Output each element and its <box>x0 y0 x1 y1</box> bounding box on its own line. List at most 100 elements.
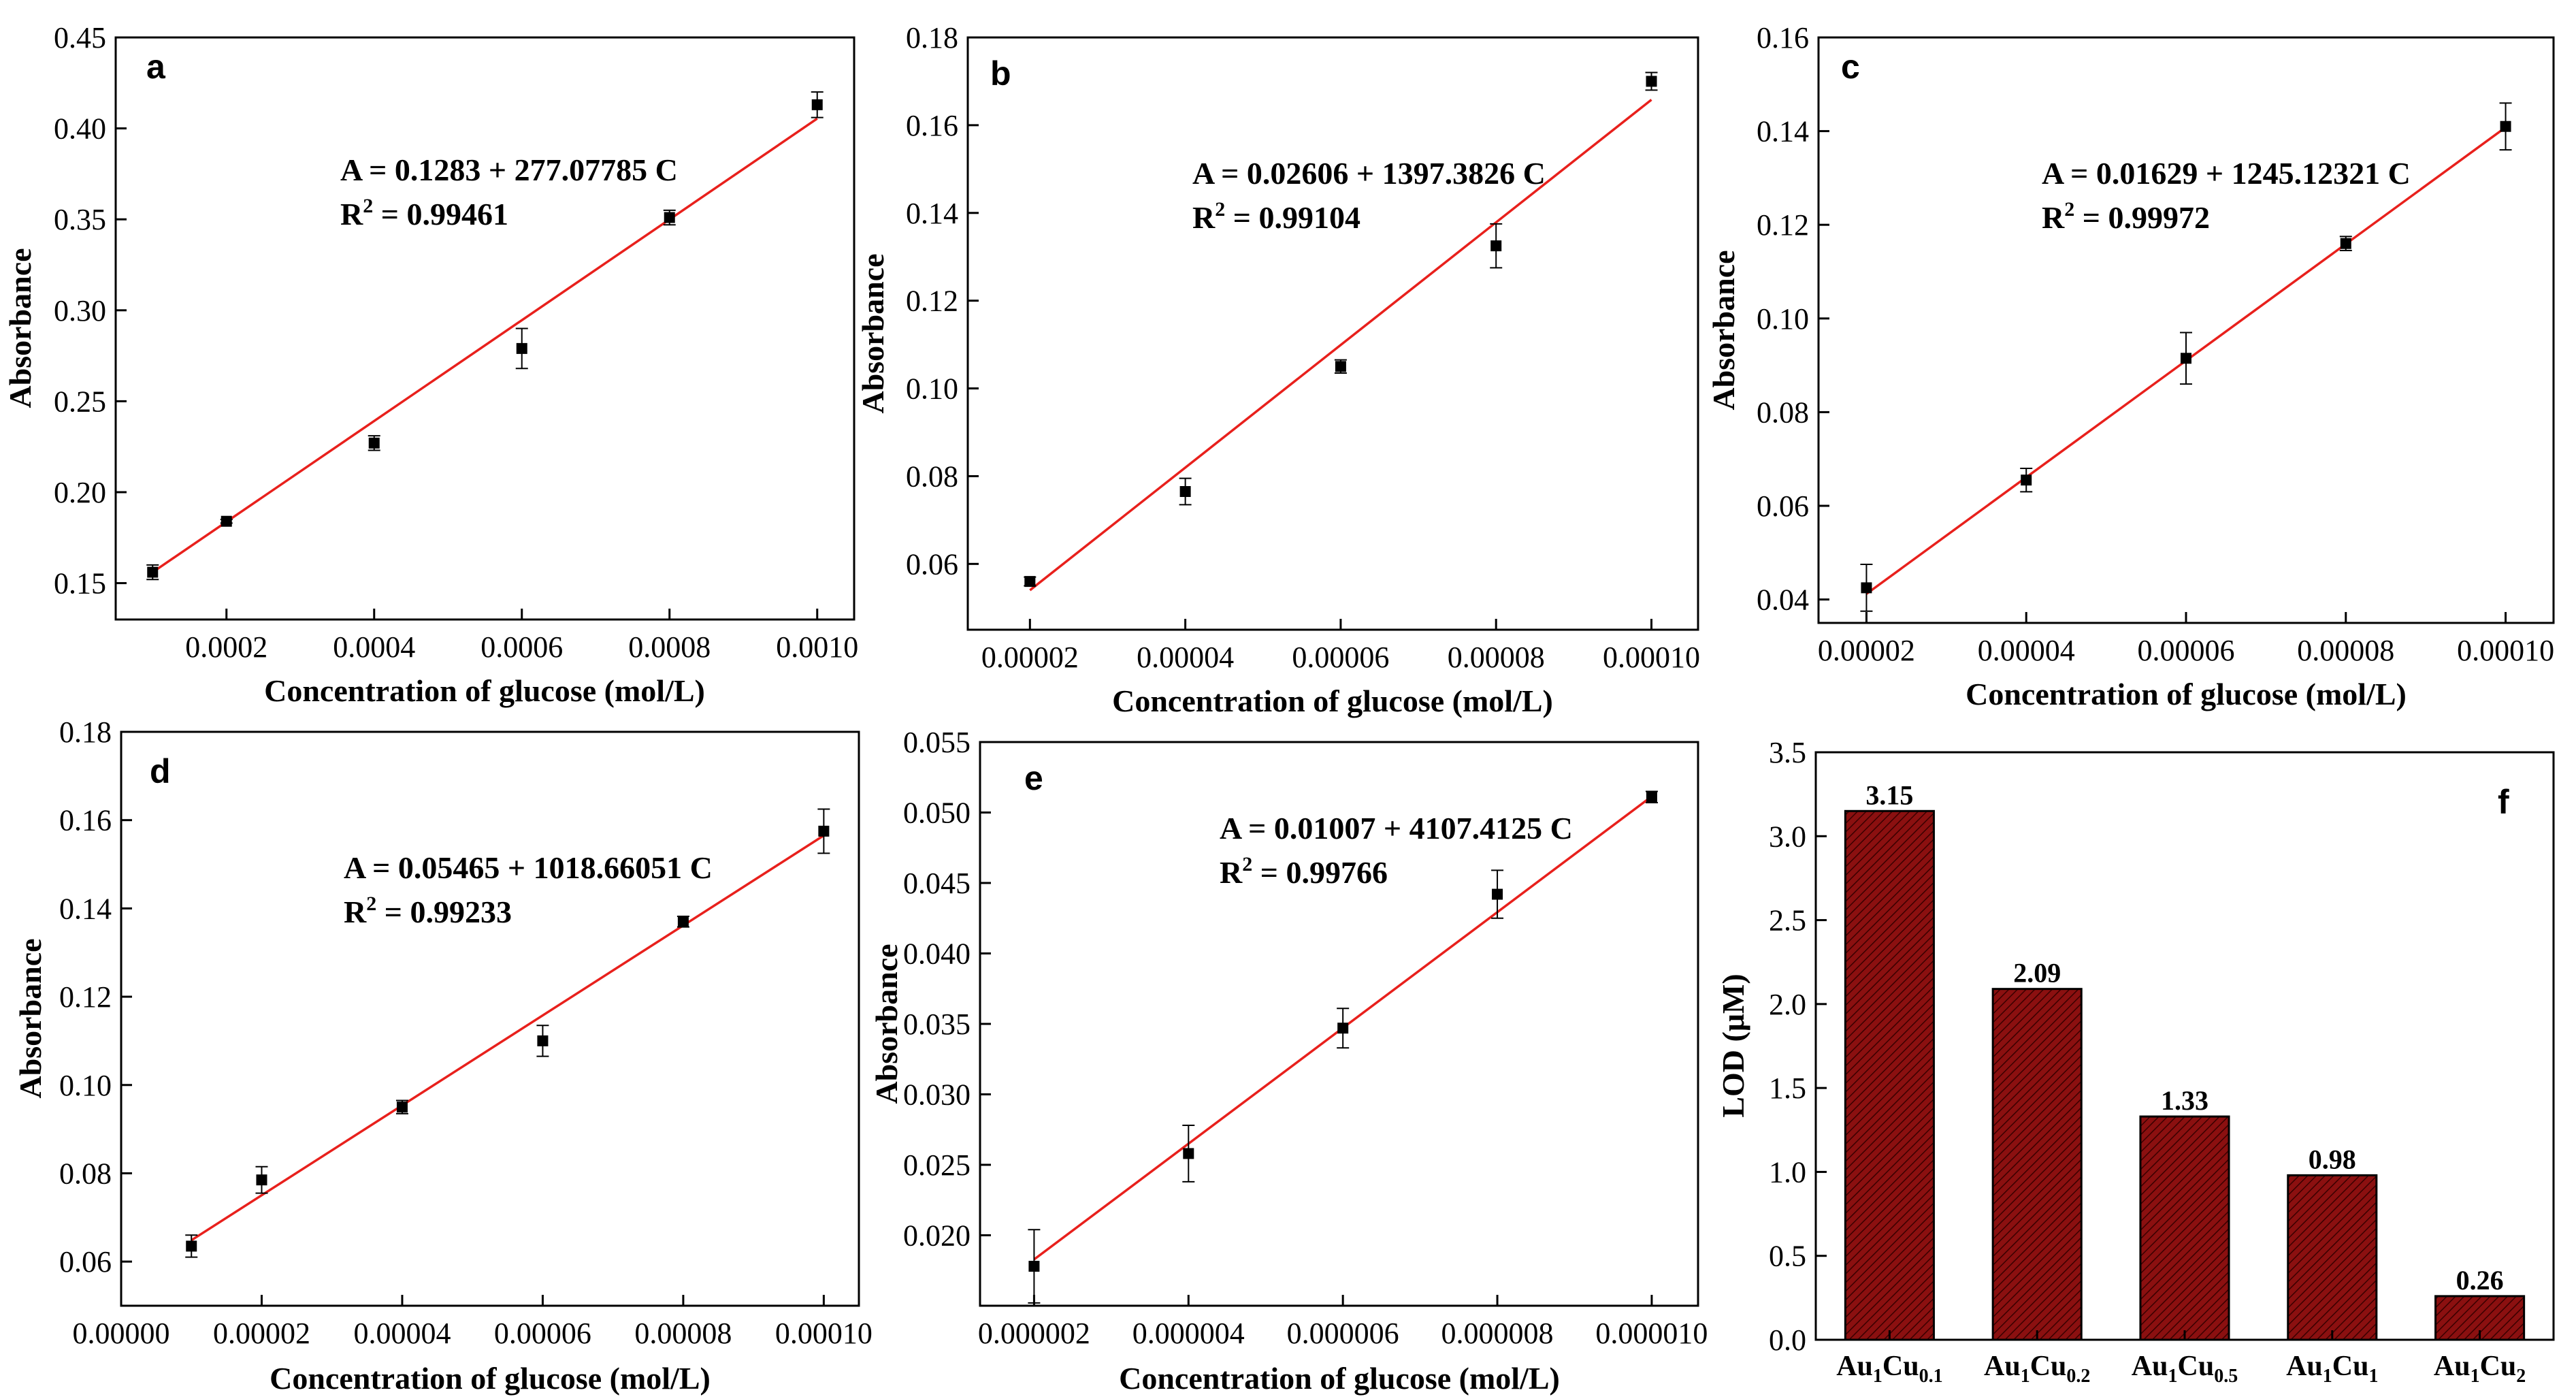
panel-letter: f <box>2498 783 2509 821</box>
cat-sub: 0.2 <box>2066 1366 2090 1387</box>
r2-value: = 0.99972 <box>2074 200 2210 235</box>
data-point <box>396 1101 408 1113</box>
x-category-label: Au1Cu0.5 <box>2132 1351 2238 1387</box>
data-point <box>368 437 380 449</box>
r-squared: R2 = 0.99461 <box>340 195 508 231</box>
x-tick-label: 0.000002 <box>978 1317 1090 1350</box>
panel-d: 0.06 0.08 0.10 0.12 0.14 0.16 0.18 0.00000 0.000… <box>13 715 873 1396</box>
y-tick-label: 0.06 <box>1757 489 1809 523</box>
bar <box>1991 988 2083 1341</box>
y-tick-label: 0.16 <box>59 804 112 837</box>
x-tick-label: 0.00008 <box>634 1317 732 1350</box>
r-squared: R2 = 0.99972 <box>2042 198 2210 235</box>
x-category-label: Au1Cu0.2 <box>1984 1351 2090 1387</box>
x-tick-label: 0.00002 <box>981 641 1079 674</box>
y-tick-label: 1.5 <box>1769 1072 1806 1105</box>
y-tick-label: 0.040 <box>903 937 971 971</box>
x-tick-label: 0.00002 <box>1818 634 1915 667</box>
data-point <box>677 916 689 927</box>
y-tick-label: 0.020 <box>903 1219 971 1253</box>
y-tick-label: 0.15 <box>54 567 106 600</box>
x-tick-label: 0.0008 <box>628 630 711 664</box>
y-axis-title: Absorbance <box>3 248 37 408</box>
r2-prefix: R <box>2042 200 2065 235</box>
panel-letter: a <box>146 48 166 86</box>
cat-sub: 0.1 <box>1919 1366 1943 1387</box>
y-tick-label: 0.14 <box>1757 115 1809 148</box>
cat-base: Au <box>1984 1351 2021 1382</box>
y-title-main: LOD ( <box>1716 1031 1750 1118</box>
cat-mid: Cu <box>2480 1351 2517 1382</box>
panel-a: 0.15 0.20 0.25 0.30 0.35 0.40 0.45 0.0002 0.0004… <box>3 21 858 708</box>
y-tick-label: 0.10 <box>906 372 958 406</box>
x-axis-title: Concentration of glucose (mol/L) <box>1112 684 1553 718</box>
x-category-label: Au1Cu2 <box>2434 1351 2526 1387</box>
cat-base: Au <box>2434 1351 2471 1382</box>
x-axis-title: Concentration of glucose (mol/L) <box>1966 677 2407 711</box>
y-tick-label: 3.5 <box>1769 736 1806 769</box>
y-tick-label: 0.16 <box>906 109 958 142</box>
r2-value: = 0.99766 <box>1252 855 1388 890</box>
y-tick-label: 0.035 <box>903 1008 971 1041</box>
x-tick-label: 0.00000 <box>73 1317 170 1350</box>
r2-value: = 0.99104 <box>1225 200 1360 235</box>
y-tick-label: 0.025 <box>903 1148 971 1182</box>
x-tick-label: 0.00004 <box>1978 634 2075 667</box>
panel-letter: c <box>1841 48 1860 86</box>
y-axis-title: Absorbance <box>869 944 904 1104</box>
y-tick-label: 2.5 <box>1769 904 1806 937</box>
plot-frame <box>114 36 855 621</box>
y-tick-label: 0.18 <box>59 715 112 749</box>
y-tick-label: 0.08 <box>1757 396 1809 429</box>
cat-base: Au <box>2132 1351 2168 1382</box>
x-tick-label: 0.00006 <box>1292 641 1389 674</box>
cat-sub: 1 <box>2471 1366 2480 1387</box>
cat-sub: 1 <box>2021 1366 2030 1387</box>
data-point <box>1028 1261 1040 1272</box>
bar-value-label: 0.98 <box>2309 1144 2356 1174</box>
bar <box>1844 809 1935 1341</box>
cat-mid: Cu <box>2030 1351 2067 1382</box>
x-tick-label: 0.000006 <box>1287 1317 1399 1350</box>
y-axis-title: Absorbance <box>13 938 48 1098</box>
y-tick-label: 2.0 <box>1769 988 1806 1021</box>
data-point <box>2181 353 2191 364</box>
y-tick-label: 0.14 <box>59 892 112 925</box>
r2-prefix: R <box>344 895 367 929</box>
fit-line <box>1029 99 1652 592</box>
x-tick-label: 0.0004 <box>333 630 415 664</box>
r2-prefix: R <box>1220 855 1243 890</box>
cat-mid: Cu <box>1882 1351 1919 1382</box>
r2-superscript: 2 <box>1242 853 1252 875</box>
cat-mid: Cu <box>2178 1351 2215 1382</box>
x-tick-label: 0.0006 <box>480 630 563 664</box>
y-tick-label: 0.06 <box>906 547 958 581</box>
cat-mid: Cu <box>2332 1351 2369 1382</box>
fit-equation: A = 0.01629 + 1245.12321 C <box>2042 156 2411 191</box>
panel-c: 0.04 0.06 0.08 0.10 0.12 0.14 0.16 0.00002 0.000… <box>1706 21 2555 711</box>
y-tick-label: 1.0 <box>1769 1155 1806 1189</box>
y-tick-label: 0.06 <box>59 1245 112 1279</box>
cat-sub: 0.5 <box>2214 1366 2238 1387</box>
data-point <box>1492 888 1503 900</box>
data-point <box>664 212 675 223</box>
y-tick-label: 0.10 <box>59 1069 112 1102</box>
plot-frame <box>1817 36 2555 624</box>
data-point <box>1646 76 1657 87</box>
data-point <box>1490 240 1502 252</box>
data-point <box>1861 582 1872 594</box>
y-tick-label: 0.0 <box>1769 1323 1806 1357</box>
data-point <box>186 1240 197 1252</box>
data-point <box>811 99 823 110</box>
fit-equation: A = 0.05465 + 1018.66051 C <box>344 850 713 885</box>
y-tick-label: 0.04 <box>1757 583 1809 617</box>
y-tick-label: 0.10 <box>1757 302 1809 336</box>
bar-value-label: 2.09 <box>2013 958 2061 988</box>
y-tick-label: 0.25 <box>54 385 106 418</box>
bar <box>2287 1174 2378 1341</box>
x-tick-label: 0.00006 <box>494 1317 591 1350</box>
x-tick-label: 0.00010 <box>775 1317 873 1350</box>
r2-value: = 0.99461 <box>373 197 508 231</box>
cat-sub: 1 <box>1873 1366 1882 1387</box>
panel-letter: b <box>990 54 1011 93</box>
